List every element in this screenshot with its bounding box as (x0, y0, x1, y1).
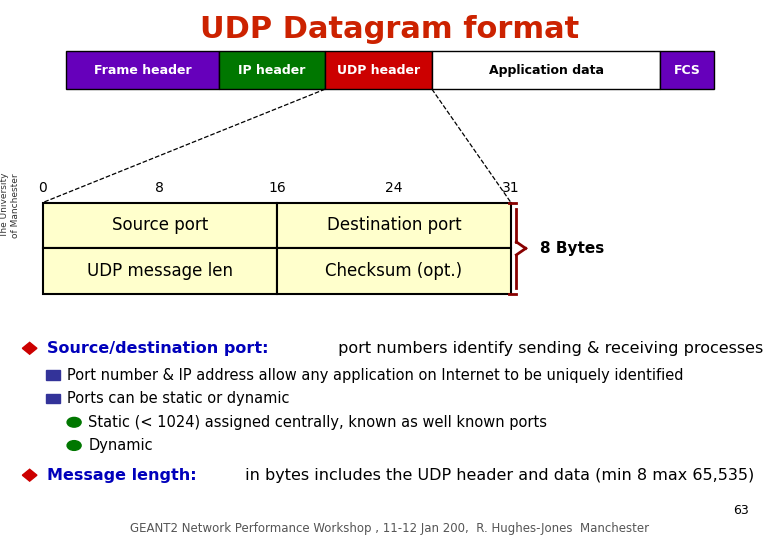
Bar (661, 51, 714, 89)
Text: Ports can be static or dynamic: Ports can be static or dynamic (67, 391, 289, 406)
Text: port numbers identify sending & receiving processes: port numbers identify sending & receivin… (332, 341, 763, 356)
Text: IP header: IP header (238, 64, 306, 77)
Text: Static (< 1024) assigned centrally, known as well known ports: Static (< 1024) assigned centrally, know… (88, 415, 547, 430)
Text: Source/destination port:: Source/destination port: (47, 341, 268, 356)
Text: 31: 31 (502, 181, 519, 195)
Bar (66, 51, 218, 89)
Text: Application data: Application data (488, 64, 604, 77)
Text: GEANT2 Network Performance Workshop , 11-12 Jan 200,  R. Hughes-Jones  Mancheste: GEANT2 Network Performance Workshop , 11… (130, 522, 650, 535)
Text: UDP message len: UDP message len (87, 262, 233, 280)
Text: UDP Datagram format: UDP Datagram format (200, 15, 580, 44)
Text: Frame header: Frame header (94, 64, 191, 77)
Bar (432, 51, 661, 89)
Text: Dynamic: Dynamic (88, 438, 153, 453)
Text: Message length:: Message length: (47, 468, 197, 483)
Circle shape (67, 417, 81, 427)
Bar (325, 51, 432, 89)
Text: 24: 24 (385, 181, 402, 195)
Polygon shape (23, 469, 37, 481)
Bar (43, 202, 277, 248)
Text: The University
of Manchester: The University of Manchester (1, 172, 20, 238)
Text: 16: 16 (268, 181, 285, 195)
Text: Destination port: Destination port (327, 217, 461, 234)
Text: 8 Bytes: 8 Bytes (540, 241, 604, 256)
Text: Port number & IP address allow any application on Internet to be uniquely identi: Port number & IP address allow any appli… (67, 368, 683, 383)
Bar (46, 370, 60, 380)
Bar (218, 51, 325, 89)
Circle shape (67, 441, 81, 450)
Text: 63: 63 (733, 504, 749, 517)
Bar (43, 248, 277, 294)
Text: Source port: Source port (112, 217, 208, 234)
Bar (277, 202, 511, 248)
Text: 8: 8 (155, 181, 165, 195)
Text: 0: 0 (38, 181, 48, 195)
Polygon shape (23, 342, 37, 354)
Text: UDP header: UDP header (337, 64, 420, 77)
Text: in bytes includes the UDP header and data (min 8 max 65,535): in bytes includes the UDP header and dat… (240, 468, 754, 483)
Text: FCS: FCS (674, 64, 700, 77)
Text: Checksum (opt.): Checksum (opt.) (325, 262, 463, 280)
Bar (277, 248, 511, 294)
Bar (46, 394, 60, 403)
